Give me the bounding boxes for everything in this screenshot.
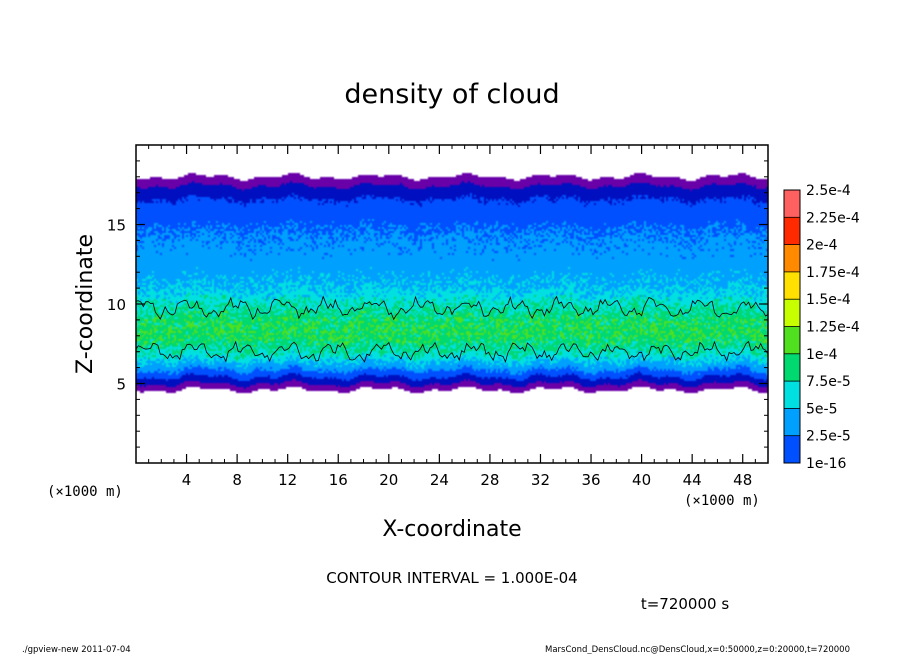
colorbar-label: 1.25e-4: [806, 320, 860, 336]
time-label: t=720000 s: [641, 595, 729, 613]
colorbar-label: 1e-16: [806, 456, 846, 472]
colorbar-swatch: [784, 326, 800, 354]
x-unit-left: (×1000 m): [47, 484, 123, 500]
contour-line: [135, 295, 769, 321]
x-tick-label: 48: [733, 471, 752, 489]
x-tick-label: 44: [683, 471, 702, 489]
colorbar-label: 2.5e-5: [806, 429, 851, 445]
y-axis-ticks: 5 10 15: [107, 160, 768, 448]
heatmap-field: [136, 145, 768, 463]
contour-lines: [135, 295, 769, 363]
colorbar-swatch: [784, 381, 800, 409]
footer-left: ./gpview-new 2011-07-04: [22, 645, 131, 654]
colorbar-swatch: [784, 353, 800, 382]
y-tick-label: 10: [107, 296, 126, 314]
heatmap-image: [136, 145, 768, 463]
x-tick-label: 36: [581, 471, 600, 489]
colorbar-label: 2.5e-4: [806, 183, 851, 199]
colorbar-label: 1e-4: [806, 347, 838, 363]
x-axis-ticks: 4 8 12 16 20 24 28 32 36 40 44 48: [148, 145, 756, 489]
colorbar-label: 2.25e-4: [806, 210, 860, 226]
x-axis-label: X-coordinate: [382, 517, 521, 542]
contour-line: [135, 340, 769, 363]
colorbar: 2.5e-4 2.25e-4 2e-4 1.75e-4 1.5e-4 1.25e-4 1e-…: [783, 183, 860, 472]
contour-interval-label: CONTOUR INTERVAL = 1.000E-04: [326, 569, 577, 587]
colorbar-label: 1.5e-4: [806, 292, 851, 308]
x-tick-label: 24: [430, 471, 449, 489]
colorbar-label: 5e-5: [806, 401, 837, 417]
colorbar-swatch: [784, 408, 800, 436]
y-tick-label: 5: [116, 376, 126, 394]
x-tick-label: 8: [232, 471, 242, 489]
colorbar-swatch: [784, 435, 800, 463]
x-tick-label: 40: [632, 471, 651, 489]
x-tick-label: 28: [480, 471, 499, 489]
colorbar-swatch: [784, 244, 800, 272]
x-unit-right: (×1000 m): [684, 493, 760, 509]
x-tick-label: 16: [329, 471, 348, 489]
colorbar-label: 1.75e-4: [806, 265, 860, 281]
chart-title: density of cloud: [344, 79, 559, 110]
colorbar-swatch: [784, 271, 800, 300]
colorbar-swatch: [784, 190, 800, 218]
colorbar-label: 2e-4: [806, 238, 838, 254]
x-tick-label: 32: [531, 471, 550, 489]
x-tick-label: 4: [182, 471, 192, 489]
footer-right: MarsCond_DensCloud.nc@DensCloud,x=0:5000…: [545, 645, 850, 654]
colorbar-swatch: [784, 299, 800, 327]
y-tick-label: 15: [107, 217, 126, 235]
colorbar-label: 7.5e-5: [806, 374, 851, 390]
y-axis-label: Z-coordinate: [73, 234, 98, 374]
colorbar-swatch: [784, 217, 800, 245]
x-tick-label: 20: [379, 471, 398, 489]
x-tick-label: 12: [278, 471, 297, 489]
